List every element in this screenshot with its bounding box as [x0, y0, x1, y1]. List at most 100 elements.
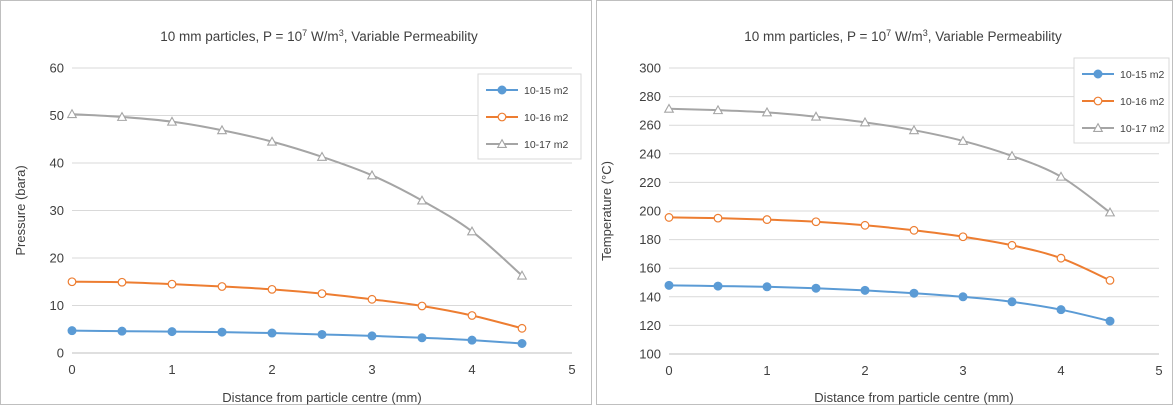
data-point — [909, 288, 919, 298]
legend: 10-15 m2 10-16 m2 10-17 m2 — [1073, 57, 1170, 144]
data-point — [417, 333, 427, 343]
x-tick-label: 0 — [68, 362, 75, 377]
data-point — [811, 217, 821, 227]
data-point — [117, 277, 127, 287]
data-point — [166, 116, 178, 126]
data-point — [811, 283, 821, 293]
y-tick-label: 220 — [639, 175, 661, 190]
data-point — [908, 124, 920, 135]
data-point — [167, 327, 177, 337]
series-1 — [664, 280, 1115, 326]
data-point — [958, 292, 968, 302]
x-tick-label: 3 — [959, 363, 966, 378]
x-tick-label: 2 — [861, 363, 868, 378]
series-line — [668, 107, 1111, 214]
legend: 10-15 m2 10-16 m2 10-17 m2 — [477, 73, 582, 160]
y-tick-label: 60 — [50, 61, 64, 76]
y-tick-label: 10 — [50, 298, 64, 313]
x-tick-label: 0 — [665, 363, 672, 378]
legend-label: 10-17 m2 — [524, 139, 569, 151]
y-tick-label: 40 — [50, 156, 64, 171]
data-point — [762, 282, 772, 292]
data-point — [1055, 171, 1067, 181]
data-point — [1007, 297, 1017, 307]
series-2 — [67, 277, 527, 333]
x-tick-label: 1 — [763, 363, 770, 378]
data-point — [664, 213, 674, 222]
series-line — [71, 113, 523, 277]
y-tick-label: 240 — [639, 146, 661, 161]
data-point — [367, 294, 377, 304]
data-point — [116, 111, 128, 121]
data-point — [366, 169, 378, 180]
x-tick-label: 1 — [168, 362, 175, 377]
temperature-chart: 10 mm particles, P = 107 W/m3, Variable … — [599, 28, 1170, 405]
data-point — [416, 195, 428, 205]
legend-label: 10-17 m2 — [1120, 123, 1165, 135]
series-1 — [67, 326, 527, 348]
legend-label: 10-16 m2 — [1120, 96, 1165, 108]
y-tick-label: 200 — [639, 204, 661, 219]
data-point — [67, 277, 77, 287]
data-point — [664, 280, 674, 290]
pressure-chart: 10 mm particles, P = 107 W/m3, Variable … — [13, 28, 582, 405]
y-tick-label: 140 — [639, 289, 661, 304]
data-point — [467, 311, 477, 320]
temperature-chart-panel: 10 mm particles, P = 107 W/m3, Variable … — [596, 0, 1173, 405]
data-point — [466, 225, 478, 236]
data-point — [860, 285, 870, 295]
x-tick-label: 3 — [368, 362, 375, 377]
data-point — [1006, 150, 1018, 160]
legend-marker — [497, 85, 507, 95]
x-tick-label: 4 — [1057, 363, 1064, 378]
y-tick-label: 20 — [50, 251, 64, 266]
y-tick-label: 300 — [639, 61, 661, 76]
data-point — [663, 103, 675, 113]
y-tick-label: 0 — [57, 346, 64, 361]
legend-marker — [1092, 122, 1104, 132]
series-line — [71, 280, 523, 330]
legend-label: 10-15 m2 — [524, 85, 569, 97]
data-point — [266, 136, 278, 146]
data-point — [167, 279, 177, 289]
y-tick-label: 120 — [639, 318, 661, 333]
legend-marker — [496, 138, 508, 148]
y-tick-label: 160 — [639, 261, 661, 276]
legend-marker — [1093, 69, 1103, 79]
data-point — [117, 326, 127, 336]
legend-marker — [497, 112, 507, 122]
data-point — [217, 282, 227, 291]
data-point — [67, 326, 77, 336]
y-tick-label: 180 — [639, 232, 661, 247]
x-tick-label: 2 — [268, 362, 275, 377]
y-axis-label: Pressure (bara) — [13, 165, 28, 255]
y-tick-label: 100 — [639, 347, 661, 362]
pressure-chart-panel: 10 mm particles, P = 107 W/m3, Variable … — [0, 0, 592, 405]
chart-title: 10 mm particles, P = 107 W/m3, Variable … — [160, 28, 478, 44]
data-point — [1105, 275, 1115, 285]
x-tick-label: 5 — [1155, 363, 1162, 378]
data-point — [1007, 240, 1017, 250]
data-point — [1104, 206, 1116, 217]
series-line — [668, 284, 1111, 323]
data-point — [516, 270, 528, 280]
data-point — [317, 289, 327, 299]
data-point — [317, 329, 327, 339]
data-point — [958, 232, 968, 242]
data-point — [517, 339, 527, 348]
chart-title: 10 mm particles, P = 107 W/m3, Variable … — [744, 28, 1062, 44]
data-point — [859, 116, 871, 127]
legend-label: 10-15 m2 — [1120, 69, 1165, 81]
data-point — [860, 220, 870, 230]
y-tick-label: 260 — [639, 118, 661, 133]
legend-marker — [1093, 96, 1103, 106]
data-point — [909, 225, 919, 235]
series-3 — [663, 103, 1116, 217]
x-axis-label: Distance from particle centre (mm) — [222, 390, 421, 405]
data-point — [761, 106, 773, 117]
data-point — [367, 331, 377, 341]
data-point — [1105, 316, 1115, 326]
x-tick-label: 4 — [468, 362, 475, 377]
series-line — [668, 216, 1111, 282]
